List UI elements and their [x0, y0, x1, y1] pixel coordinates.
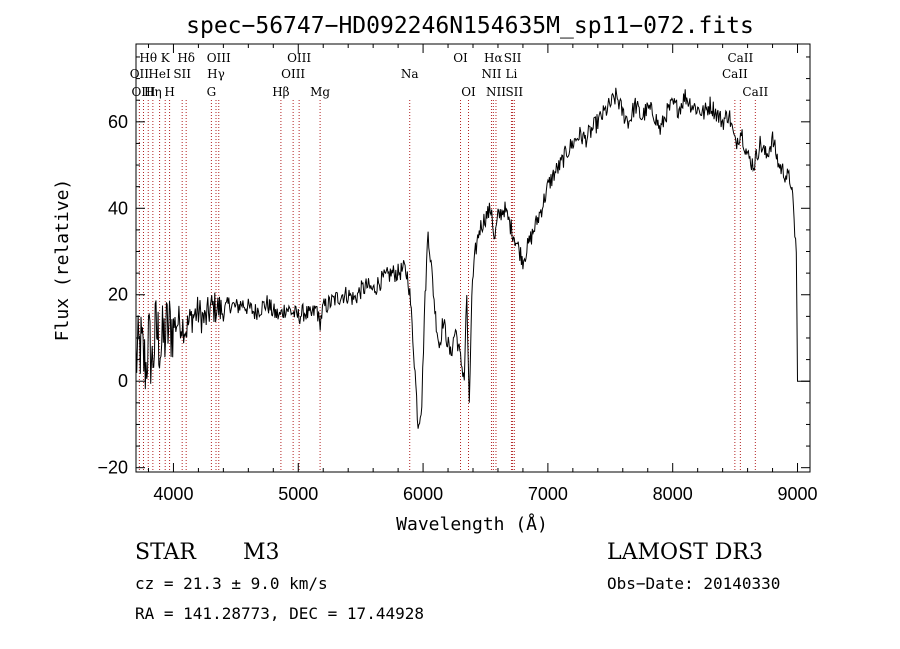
- spectral-line-label: Hβ: [272, 85, 289, 99]
- spectral-line-label: Hη: [144, 85, 162, 99]
- object-subclass: M3: [243, 540, 280, 565]
- x-tick-label: 4000: [153, 484, 193, 504]
- chart-title: spec−56747−HD092246N154635M_sp11−072.fit…: [186, 13, 754, 39]
- spectral-line-label: OI: [453, 51, 468, 65]
- x-tick-label: 9000: [777, 484, 817, 504]
- spectrum-line: [135, 87, 810, 429]
- spectral-line-label: CaII: [722, 67, 748, 81]
- spectral-line-label: OIII: [131, 85, 155, 99]
- spectral-line-label: HeI: [148, 67, 171, 81]
- y-tick-label: −20: [97, 458, 128, 478]
- y-axis: −20 0 20 40 60: [97, 56, 810, 478]
- spectral-line-label: CaII: [742, 85, 768, 99]
- x-axis: 4000 5000 6000 7000 8000 9000: [147, 44, 818, 504]
- spectral-line-label: Hθ: [139, 51, 157, 65]
- coordinates: RA = 141.28773, DEC = 17.44928: [135, 604, 424, 623]
- redshift-value: cz = 21.3 ± 9.0 km/s: [135, 574, 328, 593]
- y-axis-label: Flux (relative): [52, 179, 73, 342]
- spectral-line-label: SII: [504, 51, 522, 65]
- y-tick-label: 40: [108, 198, 128, 218]
- x-tick-label: 6000: [403, 484, 443, 504]
- spectral-line-label: SII: [505, 85, 523, 99]
- spectral-line-label: K: [161, 51, 171, 65]
- spectral-line-label: OIII: [287, 51, 311, 65]
- spectral-line-label: NII: [481, 67, 501, 81]
- object-class: STAR: [135, 540, 196, 565]
- spectral-line-label: OII: [130, 67, 150, 81]
- spectral-line-label: Mg: [310, 85, 330, 99]
- spectral-line-label: Na: [401, 67, 419, 81]
- observation-date: Obs−Date: 20140330: [607, 574, 781, 593]
- spectral-line-label: Hγ: [207, 67, 225, 81]
- spectral-line-label: OI: [461, 85, 476, 99]
- y-tick-label: 0: [118, 371, 128, 391]
- x-tick-label: 5000: [278, 484, 318, 504]
- survey-name: LAMOST DR3: [607, 540, 763, 565]
- spectral-line-label: Hδ: [177, 51, 195, 65]
- x-tick-label: 8000: [653, 484, 693, 504]
- y-tick-label: 20: [108, 285, 128, 305]
- x-tick-label: 7000: [528, 484, 568, 504]
- spectral-line-label: CaII: [727, 51, 753, 65]
- spectral-line-label: Hα: [484, 51, 503, 65]
- spectral-line-label: Li: [506, 67, 518, 81]
- spectral-line-label: NII: [486, 85, 506, 99]
- y-tick-label: 60: [108, 112, 128, 132]
- spectral-line-label: G: [207, 85, 217, 99]
- spectral-line-label: OIII: [281, 67, 305, 81]
- spectral-line-label: OIII: [207, 51, 231, 65]
- spectral-line-label: SII: [173, 67, 191, 81]
- x-axis-label: Wavelength (Å): [396, 513, 548, 535]
- spectral-line-markers: [138, 100, 756, 472]
- spectral-line-label: H: [164, 85, 174, 99]
